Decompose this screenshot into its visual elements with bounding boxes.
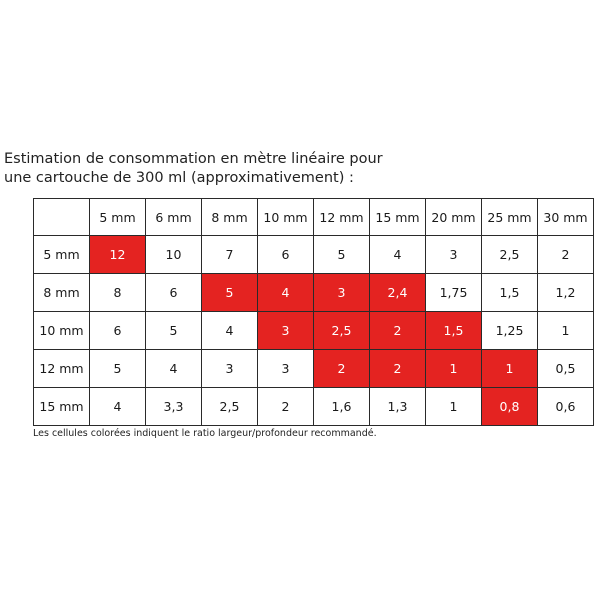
table-cell-highlighted: 1 [425,349,482,388]
table-cell: 7 [201,235,258,274]
table-cell-highlighted: 0,8 [481,387,538,426]
column-header: 30 mm [537,198,594,236]
consumption-table: 5 mm 6 mm 8 mm 10 mm 12 mm 15 mm 20 mm 25 mm 30 … [33,198,594,426]
table-cell-highlighted: 5 [201,273,258,312]
table-cell-highlighted: 2 [369,311,426,350]
row-header: 15 mm [33,387,90,426]
table-cell: 1,6 [313,387,370,426]
table-row: 12 mm 5 4 3 3 2 2 1 1 0,5 [33,349,594,388]
table-row: 15 mm 4 3,3 2,5 2 1,6 1,3 1 0,8 0,6 [33,387,594,426]
table-cell: 3 [201,349,258,388]
table-cell: 1 [425,387,482,426]
column-header: 10 mm [257,198,314,236]
row-header: 10 mm [33,311,90,350]
table-cell: 3 [257,349,314,388]
table-cell: 10 [145,235,202,274]
table-cell: 1 [537,311,594,350]
column-header: 5 mm [89,198,146,236]
column-header: 8 mm [201,198,258,236]
table-cell: 4 [201,311,258,350]
table-cell: 0,5 [537,349,594,388]
table-cell: 3,3 [145,387,202,426]
table-cell: 5 [313,235,370,274]
table-cell: 2 [257,387,314,426]
column-header: 12 mm [313,198,370,236]
table-cell-highlighted: 3 [313,273,370,312]
table-cell: 2,5 [201,387,258,426]
table-note: Les cellules colorées indiquent le ratio… [33,428,377,439]
table-cell-highlighted: 4 [257,273,314,312]
table-cell: 2 [537,235,594,274]
header-row: 5 mm 6 mm 8 mm 10 mm 12 mm 15 mm 20 mm 25 mm 30 … [33,198,594,236]
title-line-2: une cartouche de 300 ml (approximativeme… [4,170,354,186]
title-line-1: Estimation de consommation en mètre liné… [4,151,383,167]
column-header: 15 mm [369,198,426,236]
table-cell-highlighted: 2,5 [313,311,370,350]
row-header: 5 mm [33,235,90,274]
row-header: 8 mm [33,273,90,312]
column-header: 6 mm [145,198,202,236]
table-cell: 0,6 [537,387,594,426]
table-cell-highlighted: 2 [369,349,426,388]
table-cell: 5 [89,349,146,388]
column-header: 25 mm [481,198,538,236]
table-cell: 4 [145,349,202,388]
table-row: 8 mm 8 6 5 4 3 2,4 1,75 1,5 1,2 [33,273,594,312]
table-cell-highlighted: 1 [481,349,538,388]
table-cell: 8 [89,273,146,312]
table-cell-highlighted: 12 [89,235,146,274]
table-cell: 6 [145,273,202,312]
table-cell: 4 [89,387,146,426]
column-header: 20 mm [425,198,482,236]
table-cell: 1,5 [481,273,538,312]
table-cell-highlighted: 3 [257,311,314,350]
table-cell: 3 [425,235,482,274]
table-cell: 1,25 [481,311,538,350]
table-cell: 5 [145,311,202,350]
table-row: 10 mm 6 5 4 3 2,5 2 1,5 1,25 1 [33,311,594,350]
table-cell: 2,5 [481,235,538,274]
table-cell-highlighted: 1,5 [425,311,482,350]
table-row: 5 mm 12 10 7 6 5 4 3 2,5 2 [33,235,594,274]
table-cell: 1,3 [369,387,426,426]
table-cell: 6 [257,235,314,274]
corner-cell [33,198,90,236]
table-cell: 1,75 [425,273,482,312]
row-header: 12 mm [33,349,90,388]
table-cell: 4 [369,235,426,274]
table-cell: 6 [89,311,146,350]
page-title: Estimation de consommation en mètre liné… [4,150,424,188]
table-cell-highlighted: 2,4 [369,273,426,312]
table-cell: 1,2 [537,273,594,312]
table-cell-highlighted: 2 [313,349,370,388]
